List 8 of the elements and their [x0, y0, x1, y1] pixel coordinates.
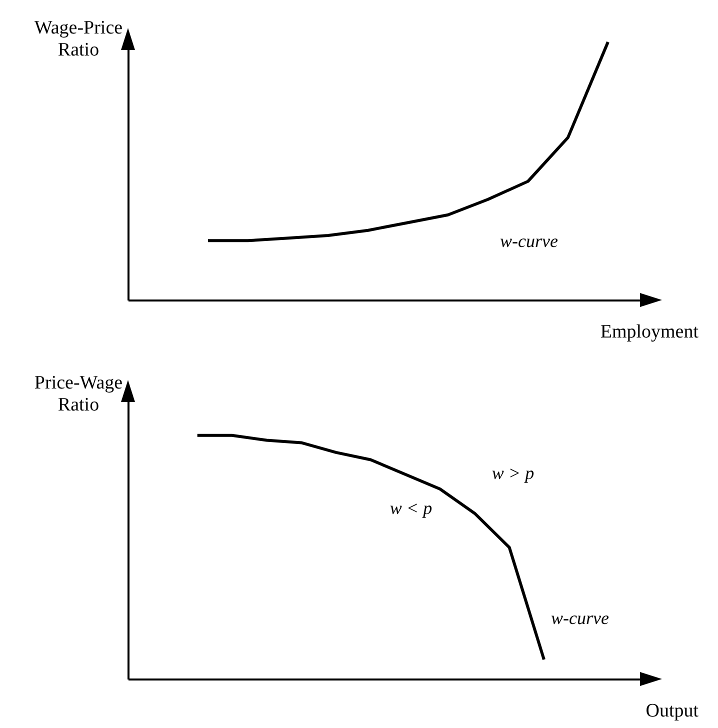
annotation: w-curve	[500, 231, 558, 251]
annotation: w > p	[492, 463, 534, 483]
annotation: w < p	[390, 498, 432, 518]
y-axis-title: Price-Wage Ratio	[34, 372, 123, 416]
annotation: w-curve	[551, 608, 609, 628]
x-axis-title: Employment	[600, 322, 700, 342]
x-axis-title: Output	[646, 700, 700, 722]
y-axis-title: Wage-Price Ratio	[34, 18, 123, 60]
